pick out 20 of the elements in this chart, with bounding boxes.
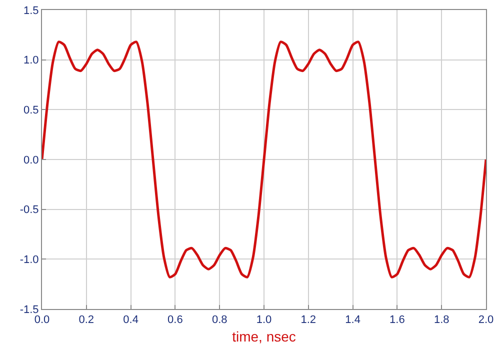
x-tick-label: 0.8 bbox=[212, 314, 228, 326]
line-series bbox=[42, 40, 486, 278]
y-tick-label: 0.0 bbox=[24, 154, 39, 166]
x-tick-label: 1.6 bbox=[390, 314, 405, 326]
x-tick-label: 0.0 bbox=[34, 314, 50, 326]
y-tick-label: -1.0 bbox=[20, 254, 39, 266]
y-tick-label: 1.0 bbox=[24, 54, 39, 67]
y-tick-label: -1.5 bbox=[20, 304, 39, 316]
x-tick-label: 1.8 bbox=[434, 314, 450, 326]
y-tick-label: 1.5 bbox=[24, 4, 39, 17]
x-tick-label: 1.0 bbox=[256, 314, 272, 326]
x-tick-label: 1.2 bbox=[300, 314, 316, 326]
x-tick-label: 1.4 bbox=[345, 314, 360, 326]
x-tick-label: 0.4 bbox=[123, 314, 138, 326]
x-tick-label: 0.2 bbox=[78, 314, 94, 326]
x-tick-label: 0.6 bbox=[168, 314, 183, 326]
y-tick-label: -0.5 bbox=[20, 204, 39, 216]
x-tick-label: 2.0 bbox=[478, 314, 494, 326]
y-tick-label: 0.5 bbox=[24, 104, 39, 117]
x-axis-title: time, nsec bbox=[232, 328, 296, 344]
